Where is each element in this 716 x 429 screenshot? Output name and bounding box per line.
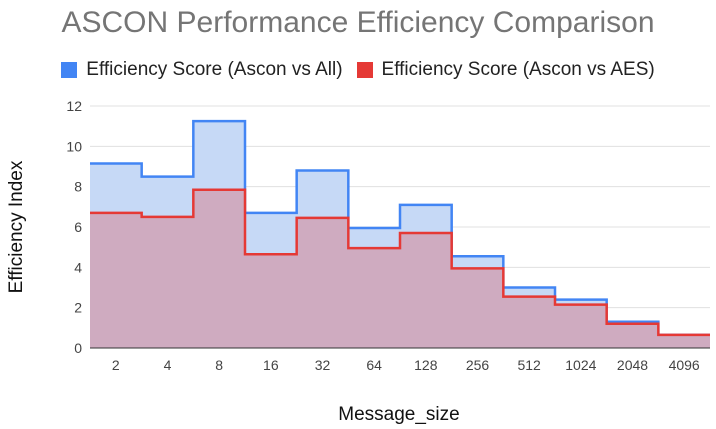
legend-swatch-ascon-vs-all	[61, 62, 78, 78]
x-axis-title: Message_size	[338, 404, 459, 425]
series-line-1[interactable]	[90, 188, 710, 337]
legend: Efficiency Score (Ascon vs All) Efficien…	[0, 59, 716, 81]
chart-title: ASCON Performance Efficiency Comparison	[61, 6, 655, 39]
legend-swatch-ascon-vs-aes	[356, 62, 373, 78]
x-tick-label: 4	[164, 357, 172, 373]
x-tick-label: 128	[414, 357, 438, 373]
x-tick-label: 1024	[565, 357, 596, 373]
y-tick-label: 0	[74, 340, 82, 356]
x-tick-label: 2048	[617, 357, 648, 373]
x-tick-label: 512	[517, 357, 541, 373]
series-line-0[interactable]	[90, 119, 710, 337]
x-tick-label: 2	[112, 357, 120, 373]
y-axis-title: Efficiency Index	[6, 160, 27, 293]
legend-item-ascon-vs-all[interactable]: Efficiency Score (Ascon vs All)	[61, 59, 343, 81]
y-tick-label: 2	[74, 300, 82, 316]
x-tick-label: 256	[466, 357, 490, 373]
legend-label-ascon-vs-all: Efficiency Score (Ascon vs All)	[86, 59, 343, 80]
y-tick-label: 6	[74, 219, 82, 235]
legend-label-ascon-vs-aes: Efficiency Score (Ascon vs AES)	[381, 59, 655, 80]
y-tick-label: 8	[74, 179, 82, 195]
x-tick-label: 64	[366, 357, 382, 373]
x-tick-label: 4096	[669, 357, 700, 373]
y-tick-label: 10	[66, 138, 82, 154]
y-tick-label: 12	[66, 98, 82, 114]
axes: 0 2 4 6 8 10 12 2 4 8 16 32 64 128 256 512 1024 2048 4096	[66, 98, 710, 373]
y-tick-label: 4	[74, 259, 82, 275]
x-tick-label: 32	[315, 357, 331, 373]
legend-item-ascon-vs-aes[interactable]: Efficiency Score (Ascon vs AES)	[356, 59, 655, 81]
x-tick-label: 8	[215, 357, 223, 373]
x-tick-label: 16	[263, 357, 279, 373]
series-layer	[90, 119, 710, 348]
